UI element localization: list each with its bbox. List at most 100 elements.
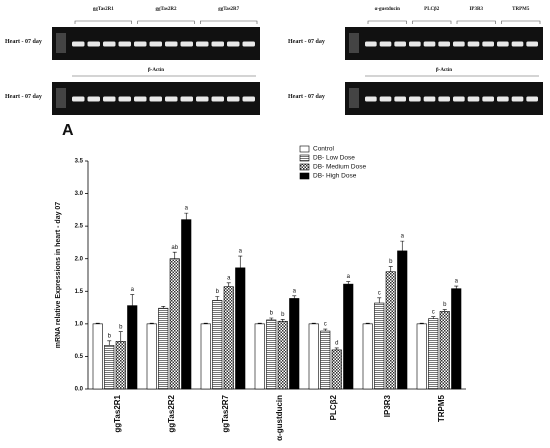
- significance-letter: b: [216, 289, 220, 295]
- error-bar: [149, 322, 154, 324]
- significance-letter: a: [239, 249, 243, 255]
- significance-letter: c: [432, 309, 435, 315]
- significance-letter: a: [401, 234, 405, 240]
- legend-label: DB- Medium Dose: [313, 164, 366, 171]
- gel-band: [211, 96, 224, 102]
- error-bar: [311, 322, 316, 324]
- legend-swatch: [299, 163, 310, 171]
- gel-band: [196, 96, 209, 102]
- error-bar: [346, 281, 351, 285]
- error-bar: [280, 318, 285, 322]
- error-bar: [172, 251, 177, 259]
- bar: [223, 286, 234, 390]
- significance-letter: b: [443, 302, 447, 308]
- gel-band: [409, 96, 421, 102]
- gel-band: [196, 41, 209, 47]
- gene-label: PLCβ2: [424, 7, 440, 12]
- gene-label: TRPM5: [512, 7, 530, 12]
- x-tick-label: PLCβ2: [329, 394, 338, 420]
- bar: [146, 323, 157, 390]
- y-tick-label: 0.0: [75, 387, 84, 393]
- gel-band: [511, 96, 524, 102]
- significance-letter: b: [270, 311, 274, 317]
- bar: [277, 320, 288, 390]
- gel-band: [365, 96, 377, 102]
- gel-band: [242, 41, 255, 47]
- gel-band: [149, 96, 162, 102]
- ladder: [56, 33, 66, 53]
- significance-letter: b: [119, 324, 123, 330]
- bar: [115, 341, 126, 390]
- error-bar: [130, 294, 135, 306]
- significance-letter: c: [378, 290, 381, 296]
- error-bar: [431, 316, 436, 319]
- gel-band: [467, 96, 480, 102]
- gel-band: [467, 41, 480, 47]
- gel-panels: ggTas2R1 ggTas2R2 ggTas2R7 Heart - 07 day He…: [5, 7, 543, 115]
- error-bar: [419, 322, 424, 324]
- bar: [169, 258, 180, 390]
- gel-band: [423, 96, 436, 102]
- y-tick-label: 2.5: [75, 224, 84, 230]
- bar: [416, 323, 427, 390]
- gel-band: [180, 96, 193, 102]
- bar: [92, 323, 103, 390]
- bar: [343, 283, 354, 390]
- bar: [212, 300, 223, 390]
- legend-swatch: [299, 145, 310, 153]
- x-tick-label: IP3R3: [383, 394, 392, 417]
- row-label: Heart - 07 day: [5, 39, 42, 45]
- gene-label: ggTas2R1: [93, 7, 114, 12]
- gel-band: [227, 41, 240, 47]
- bar: [320, 330, 331, 390]
- error-bar: [292, 295, 297, 299]
- gel-band: [379, 41, 392, 47]
- bar: [451, 288, 462, 390]
- gel-band: [482, 96, 494, 102]
- y-tick-label: 1.0: [75, 321, 84, 327]
- gene-label: IP3R3: [469, 7, 483, 12]
- gel-band: [211, 41, 224, 47]
- significance-letter: a: [455, 279, 459, 285]
- bar: [385, 271, 396, 390]
- gel-band: [497, 96, 509, 102]
- legend-label: DB- Low Dose: [313, 155, 355, 162]
- gel-band: [134, 41, 147, 47]
- gel-band: [118, 96, 131, 102]
- row-label: Heart - 07 day: [288, 94, 325, 100]
- bracket: [412, 20, 452, 24]
- gel-band: [103, 96, 116, 102]
- gel-band: [149, 41, 162, 47]
- significance-letter: a: [347, 274, 351, 280]
- bracket: [137, 20, 195, 24]
- bar: [181, 219, 192, 390]
- error-bar: [107, 340, 112, 346]
- row-label: Heart - 07 day: [288, 39, 325, 45]
- bar: [200, 323, 211, 390]
- y-tick-label: 1.5: [75, 289, 84, 295]
- gel-band: [453, 41, 465, 47]
- bar: [428, 318, 439, 390]
- legend-label: DB- High Dose: [313, 173, 357, 180]
- error-bar: [454, 285, 459, 289]
- error-bar: [238, 255, 243, 268]
- ladder: [349, 88, 359, 108]
- error-bar: [184, 212, 189, 220]
- bar: [266, 319, 277, 390]
- bar: [235, 267, 246, 390]
- error-bar: [95, 322, 100, 324]
- gel-band: [72, 96, 85, 102]
- gel-band: [423, 41, 436, 47]
- y-axis-label: mRNA relative Expressions in heart - day…: [55, 202, 62, 349]
- significance-letter: a: [227, 275, 231, 281]
- bracket: [456, 20, 496, 24]
- bar: [397, 250, 408, 390]
- error-bar: [203, 322, 208, 324]
- gel-band: [394, 96, 406, 102]
- gel-band: [438, 41, 450, 47]
- gene-label: ggTas2R2: [156, 7, 177, 12]
- gel-band: [165, 96, 178, 102]
- error-bar: [400, 240, 405, 251]
- error-bar: [442, 309, 447, 312]
